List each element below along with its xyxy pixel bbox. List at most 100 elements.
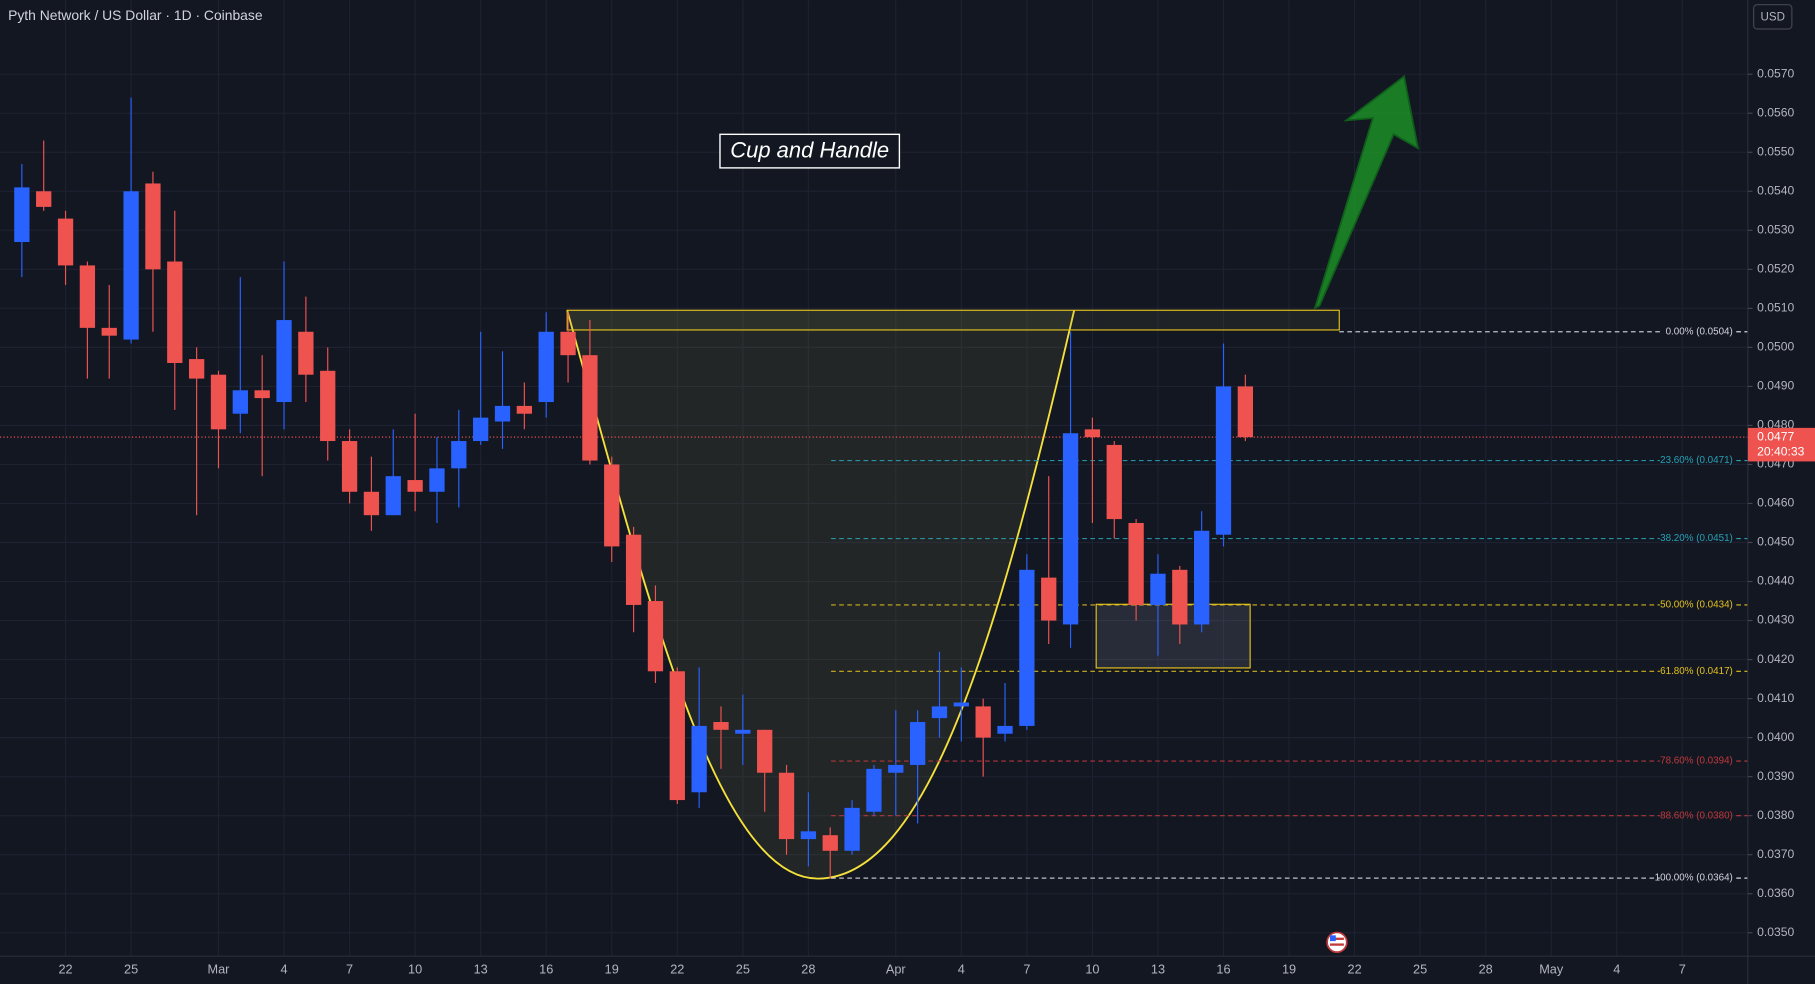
- candle-body: [363, 491, 380, 516]
- candle-body: [604, 464, 620, 547]
- fib-levels: 0.00% (0.0504) 23.60% (0.0471) 38.20% (0.0…: [0, 326, 1748, 884]
- candle-body: [254, 390, 270, 399]
- candle-body: [735, 729, 751, 734]
- y-tick-label: 0.0500: [1757, 340, 1794, 354]
- candle-body: [1237, 386, 1253, 438]
- x-tick-label: 25: [736, 961, 750, 976]
- candle-body: [538, 331, 554, 403]
- candle-body: [473, 417, 489, 442]
- x-tick-label: 16: [1216, 961, 1230, 976]
- y-tick-label: 0.0350: [1757, 925, 1794, 939]
- y-tick-label: 0.0380: [1757, 808, 1794, 822]
- candle-body: [1172, 569, 1188, 625]
- y-tick-label: 0.0560: [1757, 105, 1794, 119]
- x-tick-label: 7: [346, 961, 353, 976]
- candle-body: [822, 835, 838, 851]
- candle-body: [713, 722, 729, 730]
- candle-body: [1215, 386, 1232, 535]
- candle-body: [691, 725, 707, 793]
- candle-body: [1041, 577, 1057, 621]
- x-tick-label: 16: [539, 961, 553, 976]
- candle-body: [451, 441, 467, 469]
- candle-body: [888, 764, 904, 773]
- y-tick-label: 0.0450: [1757, 535, 1794, 549]
- candle-body: [341, 441, 358, 492]
- x-tick-label: 13: [474, 961, 488, 976]
- x-tick-label: 4: [280, 961, 287, 976]
- currency[interactable]: USD: [1761, 11, 1785, 23]
- candle-body: [1084, 429, 1101, 438]
- candle-body: [101, 327, 117, 336]
- x-tick-label: 22: [1348, 961, 1362, 976]
- candle-body: [778, 772, 795, 840]
- candle-body: [1062, 433, 1079, 625]
- candle-body: [167, 261, 183, 363]
- x-tick-label: 25: [124, 961, 138, 976]
- fib-label: 61.80% (0.0417): [1660, 666, 1733, 677]
- y-tick-label: 0.0400: [1757, 730, 1794, 744]
- candle-body: [494, 405, 511, 422]
- candle-body: [1106, 444, 1122, 520]
- y-tick-label: 0.0360: [1757, 886, 1794, 900]
- candle-body: [931, 706, 948, 719]
- candle-body: [560, 331, 576, 356]
- x-tick-label: 28: [1479, 961, 1493, 976]
- candle-body: [975, 706, 991, 738]
- candle-body: [1194, 530, 1210, 625]
- axes: 0.0350 0.0360 0.0370 0.0380 0.0390 0.0400 0.04…: [58, 66, 1815, 976]
- x-tick-label: 7: [1023, 961, 1030, 976]
- candles: [14, 97, 1253, 879]
- countdown: 20:40:33: [1757, 444, 1805, 458]
- candle-body: [429, 468, 445, 492]
- candle-body: [1128, 522, 1144, 605]
- cup-fill: [567, 310, 1075, 879]
- currency-button[interactable]: [1753, 4, 1793, 30]
- x-tick-label: 13: [1151, 961, 1165, 976]
- last-price-label: 0.0477: [1757, 429, 1794, 443]
- candle-body: [298, 331, 314, 375]
- annotation-box: [719, 133, 901, 169]
- candle-body: [647, 601, 664, 672]
- x-tick-label: 22: [670, 961, 684, 976]
- y-tick-label: 0.0440: [1757, 574, 1794, 588]
- candle-body: [582, 355, 598, 461]
- candle-body: [276, 320, 292, 403]
- annotation: Cup and Handle: [730, 138, 889, 163]
- candle-body: [625, 534, 642, 605]
- candle-body: [1150, 573, 1166, 605]
- candle-body: [800, 831, 817, 840]
- candle-body: [757, 729, 773, 773]
- fib-label: 38.20% (0.0451): [1660, 533, 1733, 544]
- candle-body: [188, 359, 205, 379]
- x-tick-label: 22: [58, 961, 72, 976]
- candle-body: [232, 390, 248, 414]
- y-tick-label: 0.0570: [1757, 66, 1794, 80]
- candle-body: [407, 480, 423, 492]
- x-tick-label: 25: [1413, 961, 1427, 976]
- x-tick-label: May: [1539, 961, 1564, 976]
- candle-body: [145, 183, 161, 270]
- candle-body: [669, 671, 685, 801]
- fib-label: 23.60% (0.0471): [1660, 455, 1733, 466]
- time-axis-bg: [0, 956, 1815, 984]
- x-tick-label: 10: [1085, 961, 1099, 976]
- candle-body: [844, 807, 860, 851]
- price-axis-bg: [1747, 0, 1815, 984]
- y-tick-label: 0.0390: [1757, 769, 1794, 783]
- y-tick-label: 0.0510: [1757, 301, 1794, 315]
- x-tick-label: 28: [801, 961, 815, 976]
- candle-body: [516, 405, 533, 414]
- y-tick-label: 0.0520: [1757, 262, 1794, 276]
- y-tick-label: 0.0550: [1757, 144, 1794, 158]
- y-tick-label: 0.0370: [1757, 847, 1794, 861]
- candle-body: [320, 370, 336, 442]
- x-tick-label: 19: [605, 961, 619, 976]
- x-tick-label: Apr: [886, 961, 907, 976]
- fib-label: 50.00% (0.0434): [1660, 600, 1733, 611]
- candle-body: [385, 476, 401, 516]
- x-tick-label: 19: [1282, 961, 1296, 976]
- y-tick-label: 0.0540: [1757, 183, 1794, 197]
